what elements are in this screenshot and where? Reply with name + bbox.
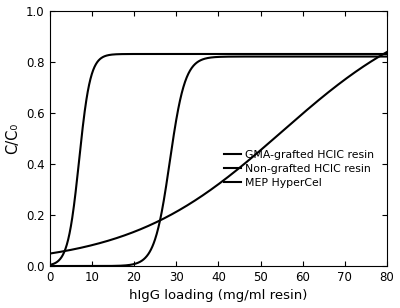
X-axis label: hIgG loading (mg/ml resin): hIgG loading (mg/ml resin) [129, 290, 308, 302]
Y-axis label: C/C₀: C/C₀ [6, 123, 20, 154]
Legend: GMA-grafted HCIC resin, Non-grafted HCIC resin, MEP HyperCel: GMA-grafted HCIC resin, Non-grafted HCIC… [220, 146, 378, 192]
